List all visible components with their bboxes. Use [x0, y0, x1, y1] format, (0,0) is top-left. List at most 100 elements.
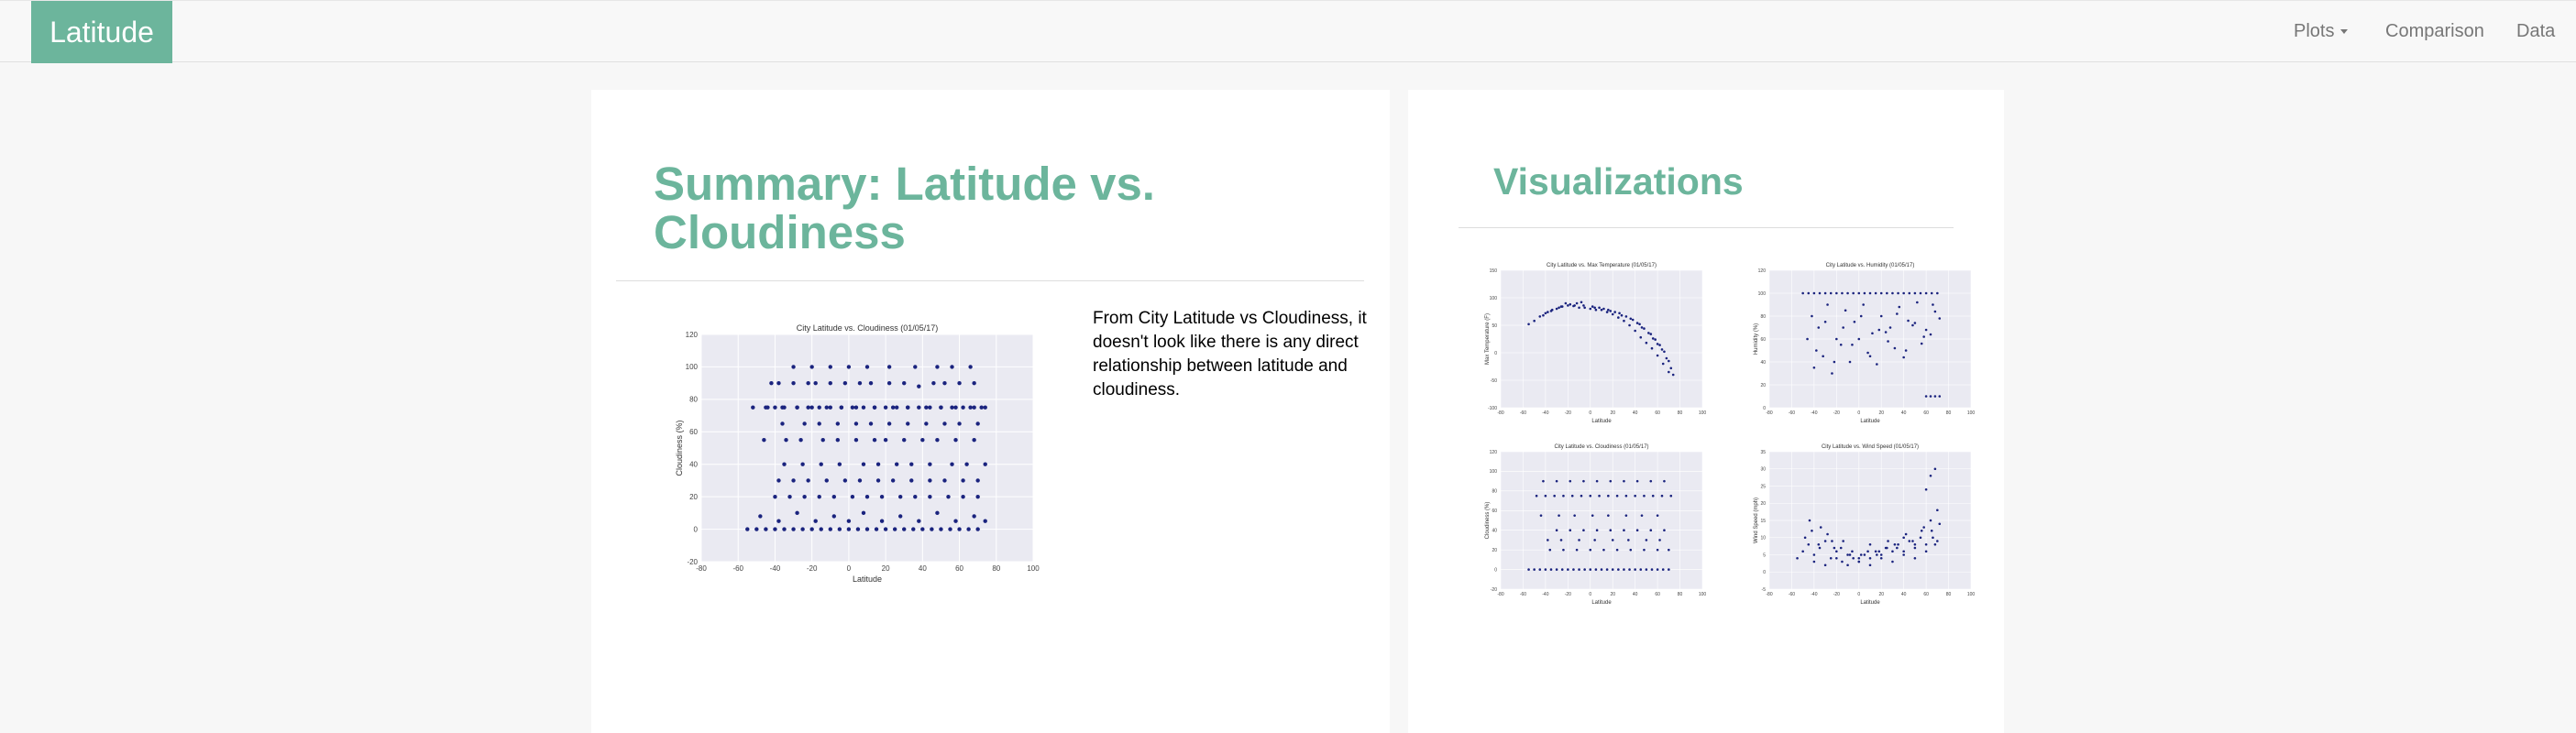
data-point: [1549, 568, 1553, 571]
data-point: [957, 527, 962, 531]
data-point: [819, 527, 823, 531]
data-point: [1846, 563, 1849, 567]
data-point: [800, 462, 805, 466]
data-point: [966, 527, 971, 531]
y-tick-label: 120: [1758, 268, 1767, 274]
nav-comparison-link[interactable]: Comparison: [2385, 21, 2484, 41]
data-point: [1629, 548, 1633, 552]
nav-plots-label: Plots: [2294, 21, 2335, 41]
y-tick-label: 40: [1492, 528, 1497, 533]
x-tick-label: 0: [1589, 410, 1591, 416]
nav-data-link[interactable]: Data: [2516, 21, 2556, 41]
data-point: [928, 462, 932, 466]
data-point: [1548, 548, 1552, 552]
data-point: [968, 405, 973, 410]
data-point: [1796, 556, 1799, 560]
data-point: [1913, 542, 1917, 546]
data-point: [1628, 568, 1631, 571]
data-point: [1922, 335, 1925, 338]
data-point: [1884, 546, 1888, 550]
data-point: [1661, 362, 1665, 366]
data-point: [824, 405, 829, 410]
data-point: [1665, 356, 1668, 360]
summary-panel: Summary: Latitude vs. Cloudiness -80 -60-…: [591, 90, 1390, 733]
data-point: [1859, 553, 1863, 556]
data-point: [983, 462, 987, 466]
data-point: [1569, 302, 1572, 306]
data-point: [1848, 360, 1852, 364]
data-point: [1848, 553, 1852, 556]
data-point: [935, 365, 940, 369]
data-point: [782, 405, 787, 410]
y-tick-label: 20: [1760, 383, 1766, 388]
y-tick-label: 20: [1760, 501, 1766, 507]
data-point: [1879, 553, 1883, 556]
wind-speed-chart-thumbnail[interactable]: -80 -60 -40 -20 0 20 40 60 80 100 -5 0 5 10 15 20 25 30 35…: [1723, 433, 1998, 617]
y-tick-label: 15: [1760, 519, 1766, 524]
x-tick-label: 40: [1633, 592, 1638, 597]
data-point: [972, 380, 976, 386]
x-tick-label: -60: [1789, 410, 1795, 416]
plot-area: [1501, 452, 1702, 589]
data-point: [1818, 546, 1822, 550]
data-point: [1567, 304, 1569, 307]
data-point: [972, 405, 976, 410]
data-point: [806, 478, 810, 483]
data-point: [817, 421, 821, 426]
y-tick-label: 80: [689, 396, 698, 404]
data-point: [824, 478, 829, 483]
data-point: [1841, 291, 1844, 295]
data-point: [1527, 323, 1530, 326]
data-point: [886, 365, 892, 369]
temperature-chart-thumbnail[interactable]: -80 -60 -40 -20 0 20 40 60 80 100 -100 -50 0 50 100 150…: [1455, 252, 1730, 435]
x-tick-label: -60: [1520, 592, 1526, 597]
data-point: [1866, 550, 1869, 553]
data-point: [1671, 373, 1675, 377]
data-point: [1835, 291, 1838, 295]
data-point: [835, 437, 841, 443]
data-point: [1533, 319, 1536, 323]
x-tick-label: 100: [1027, 564, 1040, 573]
humidity-chart-thumbnail[interactable]: -80 -60 -40 -20 0 20 40 60 80 100 0 20 40 60 80 100 120 C…: [1723, 252, 1998, 435]
x-axis-label: Latitude: [1860, 600, 1880, 606]
y-tick-label: 25: [1760, 484, 1766, 489]
data-point: [1602, 307, 1605, 311]
data-point: [913, 365, 918, 369]
data-point: [1649, 333, 1653, 335]
data-point: [1902, 553, 1905, 556]
data-point: [864, 365, 870, 369]
data-point: [1611, 568, 1614, 571]
y-tick-label: 0: [1763, 570, 1766, 575]
x-tick-label: -20: [1833, 410, 1840, 416]
cloudiness-chart: -80 -60 -40 -20 0 20 40 60 80 100 -20 0 20 40 60 80 100 1…: [675, 323, 1040, 584]
data-point: [1833, 360, 1836, 364]
data-point: [1656, 354, 1659, 357]
data-point: [1615, 494, 1619, 498]
x-tick-label: -40: [1811, 410, 1817, 416]
data-point: [892, 527, 897, 531]
data-point: [1570, 494, 1574, 498]
data-point: [1595, 479, 1599, 483]
data-point: [1535, 494, 1538, 498]
data-point: [1553, 494, 1556, 498]
data-point: [928, 494, 932, 499]
data-point: [1877, 328, 1881, 332]
data-point: [1857, 337, 1861, 341]
brand-link[interactable]: Latitude: [31, 1, 172, 63]
data-point: [924, 405, 929, 410]
data-point: [1933, 310, 1937, 313]
y-tick-label: 40: [1760, 360, 1766, 366]
y-tick-label: 100: [1490, 296, 1498, 301]
x-tick-label: -60: [1520, 410, 1526, 416]
data-point: [906, 421, 910, 426]
x-tick-label: -60: [732, 564, 743, 573]
data-point: [1569, 479, 1572, 483]
nav-plots-dropdown[interactable]: Plots: [2294, 21, 2349, 42]
x-tick-label: 20: [1878, 410, 1884, 416]
cloudiness-chart-thumbnail[interactable]: -80 -60 -40 -20 0 20 40 60 80 100 -20 0 20 40 60 80 100 1…: [1455, 433, 1730, 617]
y-tick-label: 0: [1763, 406, 1766, 411]
data-point: [828, 365, 832, 369]
data-point: [1868, 355, 1872, 358]
data-point: [883, 437, 888, 443]
x-tick-label: -80: [1766, 410, 1772, 416]
